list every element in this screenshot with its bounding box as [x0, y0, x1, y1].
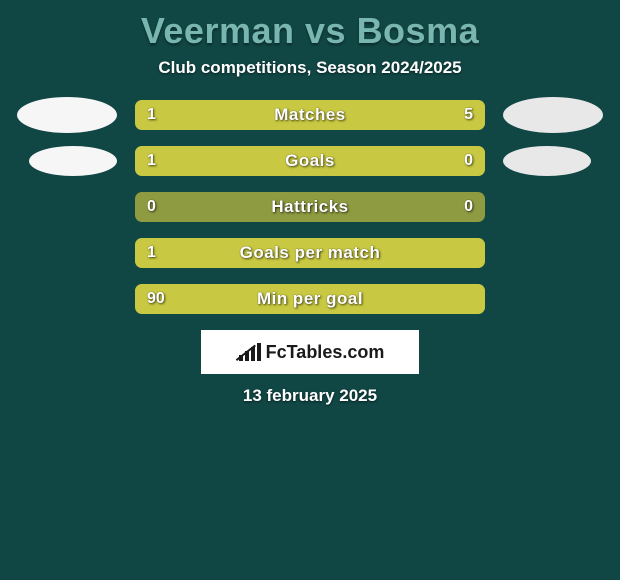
stat-rows-container: 15Matches 10Goals 0 0Hattricks 1Goals per ma…: [0, 100, 620, 314]
stat-row: 90Min per goal: [0, 284, 620, 314]
brand-text: FcTables.com: [266, 342, 385, 363]
player2-name: Bosma: [357, 10, 480, 51]
bar-fill-left: [135, 146, 401, 176]
player1-name: Veerman: [141, 10, 295, 51]
stat-row: 1Goals per match: [0, 238, 620, 268]
date-stamp: 13 february 2025: [0, 386, 620, 406]
subtitle: Club competitions, Season 2024/2025: [0, 58, 620, 78]
stat-row: 15Matches: [0, 100, 620, 130]
brand-box: FcTables.com: [201, 330, 419, 374]
comparison-card: Veerman vs Bosma Club competitions, Seas…: [0, 0, 620, 580]
stat-bar: 90Min per goal: [135, 284, 485, 314]
bar-fill-right: [193, 100, 485, 130]
stat-bar: 1Goals per match: [135, 238, 485, 268]
bar-fill-left: [135, 284, 485, 314]
bar-fill-left: [135, 100, 193, 130]
stat-bar: 10Goals: [135, 146, 485, 176]
stat-row: 10Goals: [0, 146, 620, 176]
bar-fill-right: [401, 146, 485, 176]
player2-avatar-2: [503, 146, 591, 176]
bar-fill-left: [135, 238, 485, 268]
vs-text: vs: [305, 10, 346, 51]
comparison-title: Veerman vs Bosma: [0, 10, 620, 52]
stat-value-left: 0: [147, 192, 156, 222]
player1-avatar-2: [29, 146, 117, 176]
stat-value-right: 0: [464, 192, 473, 222]
player2-avatar: [503, 97, 603, 133]
stat-bar: 0 0Hattricks: [135, 192, 485, 222]
stat-bar: 15Matches: [135, 100, 485, 130]
player1-avatar: [17, 97, 117, 133]
stat-label: Hattricks: [135, 192, 485, 222]
stat-row: 0 0Hattricks: [0, 192, 620, 222]
brand-chart-icon: [236, 341, 262, 363]
